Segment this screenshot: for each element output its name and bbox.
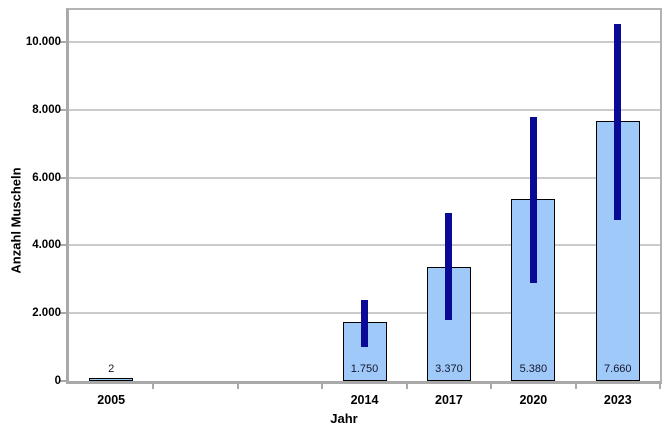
bar-value-label-2020: 5.380 <box>519 363 548 375</box>
bar-2005 <box>89 378 134 381</box>
y-axis-title: Anzahl Muscheln <box>8 167 24 274</box>
y-axis-tick <box>60 176 66 179</box>
x-axis-tick-label-2005: 2005 <box>97 393 126 407</box>
y-axis-tick-label: 4.000 <box>32 239 61 252</box>
bar-value-label-2023: 7.660 <box>604 363 632 375</box>
y-axis-tick-label: 10.000 <box>25 36 61 49</box>
x-axis-tick <box>236 384 239 389</box>
y-axis-tick <box>60 108 66 111</box>
x-axis-tick <box>152 384 155 389</box>
y-axis-tick-label: 6.000 <box>32 171 61 184</box>
y-axis-tick <box>60 41 66 44</box>
y-axis-tick-label: 8.000 <box>32 103 61 116</box>
x-axis-tick <box>321 384 324 389</box>
x-axis-tick <box>574 384 577 389</box>
error-bar-2023 <box>614 23 622 221</box>
y-axis-tick <box>60 380 66 382</box>
gridline-y-4000 <box>69 244 660 247</box>
error-bar-2017 <box>445 213 453 320</box>
x-axis-tick-label-2020: 2020 <box>519 393 548 407</box>
x-axis-tick <box>405 384 408 389</box>
gridline-y-8000 <box>69 108 660 111</box>
x-axis-tick-label-2023: 2023 <box>603 393 632 407</box>
error-bar-2020 <box>529 116 537 283</box>
bar-value-label-2014: 1.750 <box>350 363 379 375</box>
bar-value-label-2017: 3.370 <box>435 363 463 375</box>
x-axis-tick <box>490 384 493 389</box>
gridline-y-10000 <box>69 41 660 44</box>
x-axis-title: Jahr <box>330 411 358 426</box>
y-axis-tick <box>60 244 66 247</box>
y-axis-tick <box>60 312 66 315</box>
y-axis-tick-label: 0 <box>54 375 61 387</box>
x-axis-tick <box>659 384 661 389</box>
gridline-y-6000 <box>69 176 660 179</box>
bar-value-label-2005: 2 <box>108 363 115 375</box>
x-axis-tick-label-2017: 2017 <box>435 393 463 407</box>
x-axis-tick-label-2014: 2014 <box>350 393 379 407</box>
y-axis-tick-label: 2.000 <box>32 307 61 320</box>
error-bar-2014 <box>361 299 368 348</box>
